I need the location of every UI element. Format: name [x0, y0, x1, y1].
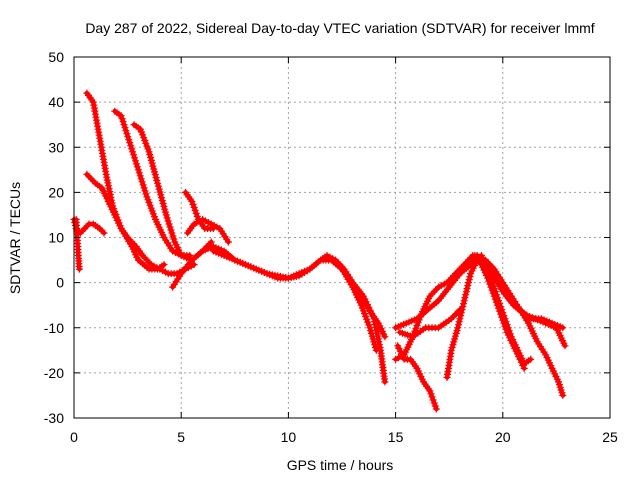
y-tick-label: 50	[48, 49, 64, 65]
data-series-track-11	[338, 265, 380, 354]
y-tick-label: -30	[44, 410, 64, 426]
data-series-track-19	[471, 252, 528, 372]
grid-layer	[74, 57, 610, 418]
x-tick-label: 20	[495, 429, 511, 445]
x-tick-label: 5	[177, 429, 185, 445]
data-plus-markers	[184, 215, 232, 246]
data-series-track-10	[209, 247, 389, 341]
y-tick-label: -10	[44, 320, 64, 336]
y-tick-label: 0	[56, 275, 64, 291]
data-series-track-9	[169, 243, 389, 386]
x-axis-label: GPS time / hours	[287, 457, 394, 473]
data-track-band	[84, 90, 167, 272]
data-series-track-16	[396, 306, 464, 341]
data-plus-markers	[338, 265, 380, 354]
data-plus-markers	[169, 243, 389, 386]
chart-title: Day 287 of 2022, Sidereal Day-to-day VTE…	[85, 20, 594, 36]
tick-layer: 0 5 10 15 20 25 -30 -20 -10 0 10 20 30 40 50	[44, 49, 618, 445]
data-series-track-17	[473, 252, 567, 332]
data-series-track-14	[392, 252, 477, 363]
data-plus-markers	[111, 107, 194, 259]
x-tick-label: 25	[602, 429, 618, 445]
data-series-track-18	[477, 256, 569, 350]
data-plus-markers	[471, 252, 528, 372]
data-plus-markers	[396, 306, 464, 341]
y-tick-label: 20	[48, 184, 64, 200]
y-axis-label: SDTVAR / TECUs	[7, 182, 23, 294]
x-tick-label: 15	[388, 429, 404, 445]
y-tick-label: 30	[48, 139, 64, 155]
y-tick-label: -20	[44, 365, 64, 381]
x-tick-label: 10	[281, 429, 297, 445]
data-track-band	[170, 244, 388, 385]
x-tick-label: 0	[70, 429, 78, 445]
data-plus-markers	[473, 252, 567, 332]
y-tick-label: 40	[48, 94, 64, 110]
y-tick-label: 10	[48, 230, 64, 246]
data-layer	[70, 89, 569, 413]
data-series-track-8	[184, 215, 232, 246]
